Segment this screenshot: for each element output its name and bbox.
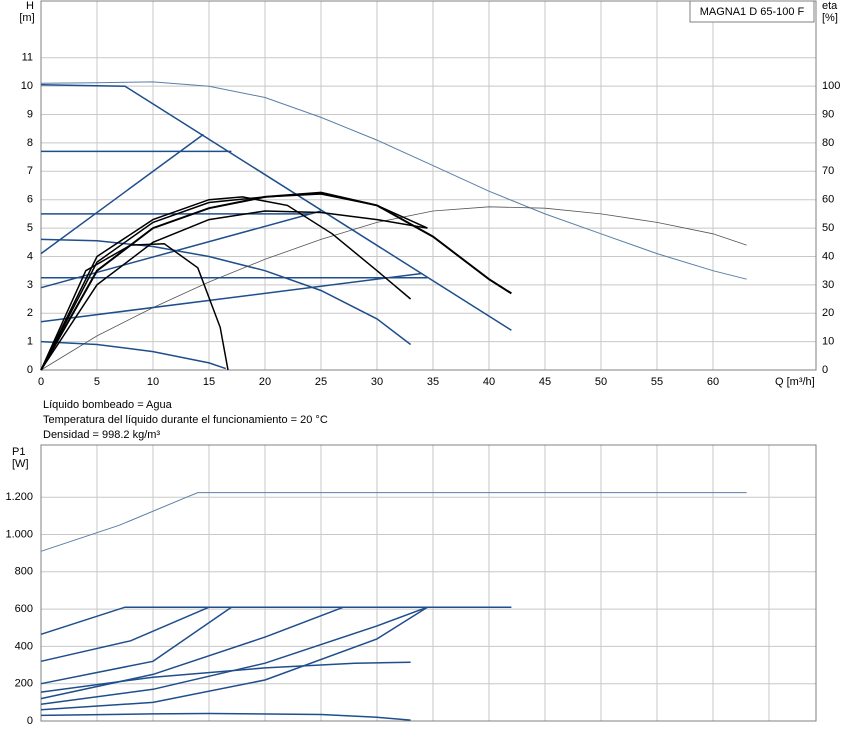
y2-label: eta [822,0,838,12]
y-label: H [26,0,34,12]
y2-tick-label: 100 [822,80,840,92]
y-tick-label: 600 [15,603,33,615]
chart-title: MAGNA1 D 65-100 F [700,6,805,18]
x-tick-label: 40 [483,376,495,388]
y2-tick-label: 50 [822,222,834,234]
y-label: P1 [12,446,25,458]
note: Líquido bombeado = Agua [43,399,173,411]
curve [40,712,411,721]
y2-tick-label: 40 [822,250,834,262]
plot-frame [40,444,817,722]
curve [40,606,512,636]
curve [40,606,428,705]
y-tick-label: 10 [21,80,33,92]
x-tick-label: 35 [427,376,439,388]
y-tick-label: 1.000 [5,528,33,540]
x-tick-label: 25 [315,376,327,388]
y2-tick-label: 60 [822,194,834,206]
y-tick-label: 3 [27,279,33,291]
curve [40,606,344,700]
y-tick-label: 9 [27,108,33,120]
curve [40,193,428,371]
x-tick-label: 10 [147,376,159,388]
y-tick-label: 11 [22,52,33,64]
y-unit: [W] [12,458,29,470]
plot-frame [40,0,817,371]
y-tick-label: 6 [27,194,33,206]
curve [40,492,747,552]
y-tick-label: 400 [15,640,33,652]
x-tick-label: 5 [94,376,100,388]
title-box [689,0,815,23]
x-tick-label: 15 [203,376,215,388]
y-tick-label: 8 [27,137,33,149]
y-tick-label: 1.200 [5,491,33,503]
y2-tick-label: 30 [822,279,834,291]
x-tick-label: 45 [539,376,551,388]
x-tick-label: 50 [595,376,607,388]
curve [40,191,512,371]
note: Temperatura del líquido durante el funci… [43,414,328,426]
y-tick-label: 5 [27,222,33,234]
y-tick-label: 0 [27,364,33,376]
y-tick-label: 4 [27,250,33,262]
x-tick-label: 60 [707,376,719,388]
curve [40,606,210,663]
x-tick-label: 55 [651,376,663,388]
curve [40,210,428,371]
y2-tick-label: 10 [822,336,834,348]
y-tick-label: 7 [27,165,33,177]
y-tick-label: 0 [27,715,33,727]
curve [40,81,747,280]
x-tick-label: 20 [259,376,271,388]
y-tick-label: 200 [15,678,33,690]
y-tick-label: 2 [27,307,33,319]
y2-tick-label: 0 [822,364,828,376]
curve [40,133,204,255]
curve [40,242,229,371]
curve [40,661,411,693]
note: Densidad = 998.2 kg/m³ [43,429,160,441]
curve [40,272,422,323]
y2-tick-label: 20 [822,307,834,319]
y-unit: [m] [19,12,34,24]
y2-tick-label: 70 [822,165,834,177]
curve [40,206,747,371]
y2-tick-label: 80 [822,137,834,149]
x-label: Q [m³/h] [775,376,815,388]
y-tick-label: 800 [15,566,33,578]
curve [40,196,412,371]
curve [40,606,232,685]
curve [40,238,412,346]
x-tick-label: 0 [38,376,44,388]
curve [40,83,512,331]
y2-unit: [%] [822,12,838,24]
curve [40,606,428,711]
y2-tick-label: 90 [822,108,834,120]
x-tick-label: 30 [371,376,383,388]
y-tick-label: 1 [27,336,33,348]
curve [40,340,227,370]
